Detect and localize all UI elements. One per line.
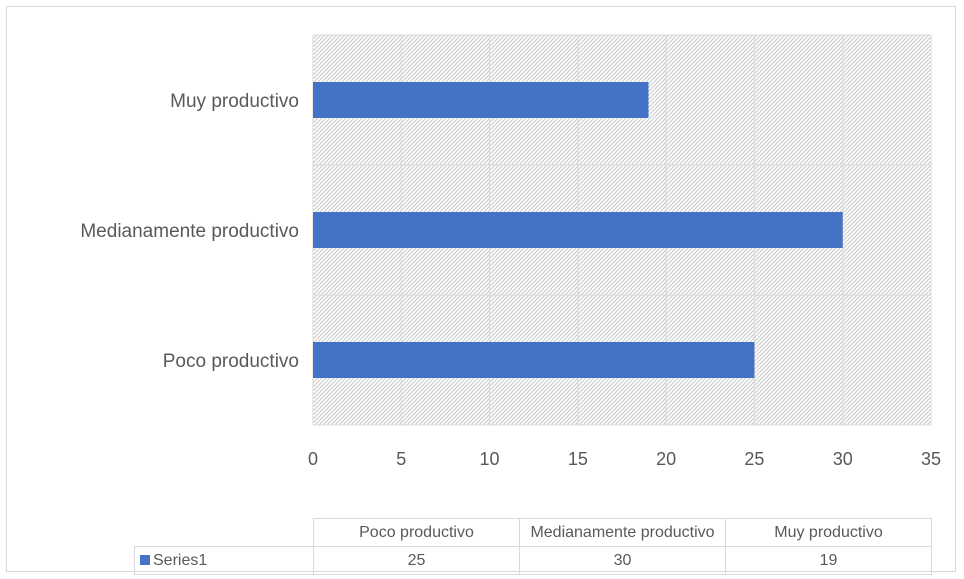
category-labels: Poco productivo Medianamente productivo Mu… <box>80 91 299 372</box>
x-axis-tick-labels: 0 5 10 15 20 25 30 35 <box>308 449 941 469</box>
bar <box>313 212 843 248</box>
data-table-category-header: Medianamente productivo <box>519 518 726 547</box>
x-tick-label: 35 <box>921 449 941 469</box>
x-tick-label: 30 <box>833 449 853 469</box>
legend-series-name: Series1 <box>153 551 208 569</box>
x-tick-label: 15 <box>568 449 588 469</box>
bars <box>313 82 843 378</box>
bar <box>313 342 755 378</box>
x-tick-label: 20 <box>656 449 676 469</box>
data-table-values-row: Series1 25 30 19 <box>134 546 932 575</box>
x-tick-label: 0 <box>308 449 318 469</box>
x-tick-label: 10 <box>480 449 500 469</box>
bar <box>313 82 649 118</box>
data-table-category-header: Muy productivo <box>725 518 932 547</box>
category-label: Poco productivo <box>163 351 299 372</box>
data-table-value: 19 <box>725 546 932 575</box>
x-tick-label: 25 <box>744 449 764 469</box>
category-label: Medianamente productivo <box>80 221 299 242</box>
data-table-category-header: Poco productivo <box>313 518 520 547</box>
data-table-value: 25 <box>313 546 520 575</box>
x-tick-label: 5 <box>396 449 406 469</box>
legend-entry: Series1 <box>134 546 314 575</box>
legend-key-swatch <box>140 555 150 566</box>
data-table: Poco productivo Medianamente productivo Mu… <box>134 518 932 575</box>
data-table-header-row: Poco productivo Medianamente productivo Mu… <box>134 518 932 547</box>
category-label: Muy productivo <box>170 91 299 112</box>
data-table-corner <box>134 518 314 547</box>
data-table-value: 30 <box>519 546 726 575</box>
